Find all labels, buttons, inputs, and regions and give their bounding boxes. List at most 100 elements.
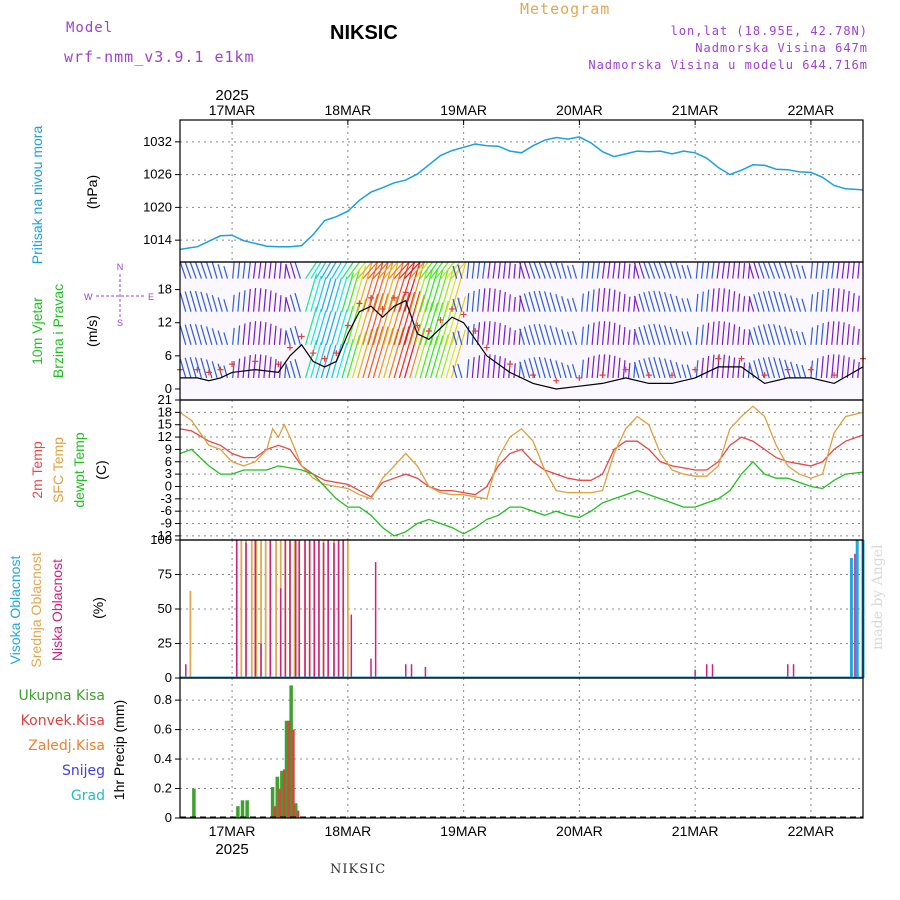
wind-arrow [533,324,541,345]
wind-arrow [315,343,327,379]
wind-arrow [383,328,399,379]
wind-arrow [555,327,562,345]
low-cloud-bar [304,540,306,678]
wind-arrow [519,361,525,379]
wind-arrow [285,296,291,312]
total-precip-bar [236,806,240,818]
wind-arrow [538,356,546,379]
wind-arrow [653,290,661,312]
elevation-text: Nadmorska Visina 647m [695,41,868,55]
wind-arrow [571,330,578,345]
wind-gust-marker [368,294,375,301]
wind-arrow [289,360,296,379]
wind-arrow [737,359,741,378]
low-cloud-bar [308,540,311,678]
wind-arrow [513,330,516,345]
wind-arrow [533,357,541,379]
mid-cloud-bar [255,540,258,678]
mid-cloud-bar [275,540,277,678]
wind-arrow [409,261,425,279]
wind-arrow [211,361,218,379]
wind-gust-marker [356,300,363,307]
wind-arrow [586,324,590,345]
wind-arrow [748,296,755,312]
wind-arrow [457,297,463,312]
wind-arrow [502,261,506,279]
wind-arrow [571,364,578,379]
wind-gust-marker [645,372,652,379]
wind-arrow [753,261,760,279]
low-cloud-bar [342,540,344,678]
wind-arrow [753,293,760,312]
mid-cloud-bar [260,540,262,678]
wind-arrow [242,261,246,279]
cloud-unit: (%) [90,597,106,619]
wind-gust-marker [298,333,305,340]
model-value: wrf-nmm_v3.9.1 e1km [64,48,255,66]
wind-arrow [810,261,814,279]
wind-arrow [773,290,781,312]
wind-title: 10m Vjetar [29,297,45,365]
date-label-top: 19MAR [440,102,487,118]
wind-arrow [232,294,235,312]
wind-arrow [544,357,552,379]
wind-arrow [721,261,725,279]
wind-gust-marker [229,361,236,368]
dewpt-title: dewpt Temp [71,432,87,507]
wind-arrow [658,357,666,379]
wind-gust-marker [275,361,282,368]
wind-arrow [742,296,746,312]
y-tick-label: -9 [160,516,172,531]
low-cloud-bar [185,664,187,678]
low-cloud-bar [295,540,297,678]
wind-arrow [732,291,736,312]
wind-gust-marker [414,322,421,329]
wind-arrow [497,261,501,279]
y-tick-label: 0 [165,381,172,396]
wind-arrow [388,261,404,279]
wind-arrow [721,321,725,345]
wind-arrow [658,291,666,312]
wind-arrow [653,323,661,345]
temp-unit: (C) [93,460,109,479]
wind-arrow [571,264,578,279]
wind-gust-marker [310,350,317,357]
wind-arrow [457,363,463,379]
wind-arrow [561,296,567,312]
date-label-bottom: 17MAR [209,823,256,839]
wind-arrow [681,331,687,345]
wind-arrow [820,323,824,345]
wind-gust-marker [738,355,745,362]
wind-arrow [414,299,429,345]
wind-arrow [801,265,807,279]
wind-arrow [284,363,287,378]
wind-arrow [716,287,720,312]
wind-arrow [294,359,301,379]
wind-arrow [294,292,301,312]
wind-arrow [346,334,361,379]
wind-arrow [762,324,770,345]
low-cloud-bar [254,540,256,678]
wind-arrow [675,361,682,379]
wind-arrow [315,310,327,345]
low-cloud-bar [711,664,714,678]
wind-arrow [627,362,631,378]
pressure-unit: (hPa) [84,175,100,209]
high-cloud-bar [855,540,859,678]
wind-arrow [601,321,606,345]
wind-arrow [346,268,361,312]
wind-arrow [273,261,277,279]
wind-arrow [237,358,241,378]
wind-arrow [716,261,720,279]
wind-arrow [648,324,656,345]
panel-frame [179,119,864,263]
wind-arrow [217,264,223,279]
wind-gust-marker [599,372,606,379]
wind-arrow [252,354,257,378]
low-cloud-bar [694,669,696,678]
wind-arrow [831,288,835,312]
wind-arrow [778,261,786,279]
wind-arrow [211,261,218,279]
